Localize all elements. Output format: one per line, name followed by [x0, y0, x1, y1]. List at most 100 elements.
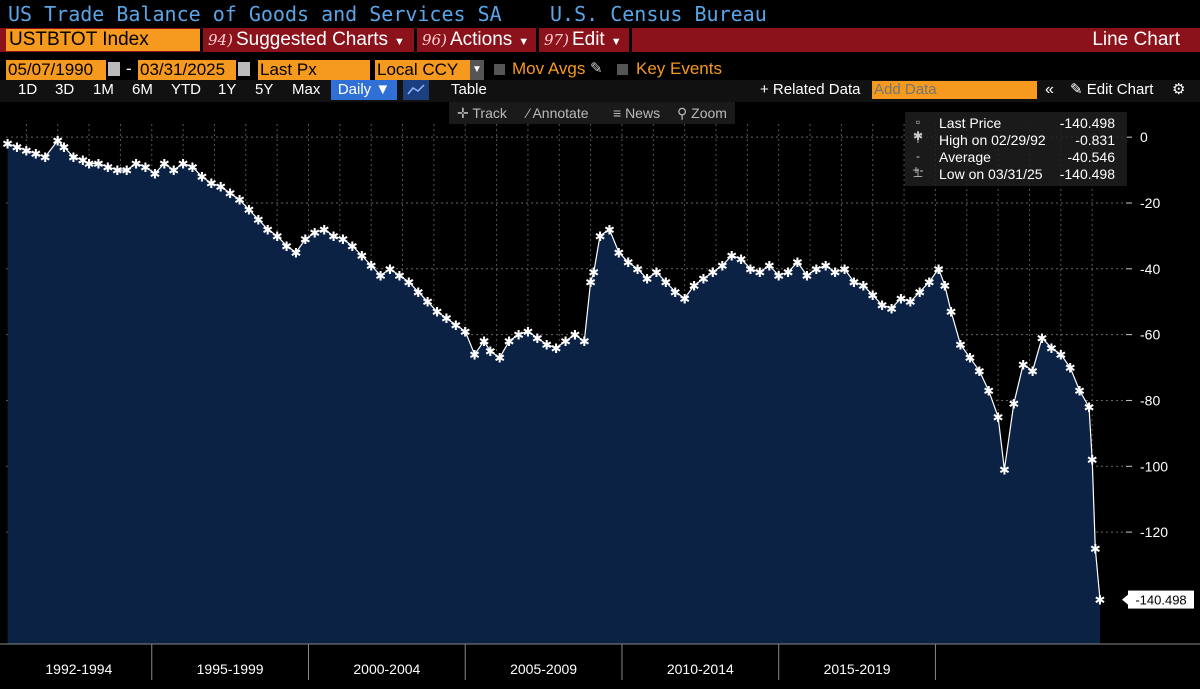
data-point: ✱	[623, 255, 634, 270]
data-source: U.S. Census Bureau	[550, 2, 767, 26]
annotate-tool[interactable]: ⁄ Annotate	[527, 102, 589, 124]
legend-high: ⊤ High on 02/29/92 -0.831	[905, 132, 1127, 149]
data-point: ✱	[159, 156, 170, 171]
pencil-icon[interactable]: ✎	[590, 60, 603, 77]
data-point: ✱	[1095, 593, 1106, 608]
range-button[interactable]: 5Y	[255, 81, 274, 98]
data-point: ✱	[522, 324, 533, 339]
caret-down-icon: ▼	[610, 36, 622, 48]
date-controls: 05/07/1990 - 03/31/2025 Last Px Local CC…	[0, 59, 1200, 81]
legend-value: -140.498	[1059, 115, 1115, 131]
data-point: ✱	[281, 239, 292, 254]
data-point: ✱	[93, 156, 104, 171]
legend-label: Average	[939, 149, 991, 165]
data-point: ✱	[905, 295, 916, 310]
frequency-select[interactable]: Daily ▼	[331, 80, 397, 100]
annotate-icon: ⁄	[527, 105, 530, 121]
menu-bar: USTBTOT Index 94) Suggested Charts ▼ 96) Ac…	[0, 28, 1200, 52]
zoom-label: Zoom	[691, 105, 727, 121]
legend-last-price: ▫ ✱ Last Price -140.498	[905, 115, 1127, 143]
related-data-button[interactable]: + Related Data	[760, 81, 861, 98]
last-price-icon: ▫ ✱	[912, 115, 924, 143]
data-point: ✱	[1018, 357, 1029, 372]
data-point: ✱	[432, 305, 443, 320]
key-events-checkbox[interactable]	[617, 64, 628, 75]
add-data-input[interactable]	[872, 81, 1037, 99]
calendar-icon[interactable]	[108, 62, 120, 76]
data-point: ✱	[1046, 341, 1057, 356]
data-point: ✱	[149, 166, 160, 181]
data-point: ✱	[2, 137, 13, 152]
collapse-chevron-icon[interactable]: «	[1045, 81, 1054, 98]
data-point: ✱	[140, 160, 151, 175]
data-point: ✱	[830, 265, 841, 280]
end-date-field[interactable]: 03/31/2025	[138, 60, 236, 80]
data-point: ✱	[1074, 384, 1085, 399]
edit-chart-button[interactable]: ✎ Edit Chart	[1070, 80, 1153, 100]
data-point: ✱	[689, 278, 700, 293]
actions-button[interactable]: 96) Actions ▼	[422, 28, 529, 52]
currency-select[interactable]: Local CCY	[375, 60, 470, 80]
data-point: ✱	[886, 301, 897, 316]
data-point: ✱	[403, 275, 414, 290]
data-point: ✱	[328, 229, 339, 244]
zoom-tool[interactable]: ⚲ Zoom	[677, 102, 727, 124]
range-button[interactable]: 1Y	[218, 81, 237, 98]
data-point: ✱	[999, 463, 1010, 478]
data-point: ✱	[347, 239, 358, 254]
range-button[interactable]: YTD	[171, 81, 201, 98]
y-tick-label: -40	[1140, 261, 1160, 277]
data-point: ✱	[811, 262, 822, 277]
line-chart-icon[interactable]	[403, 80, 429, 100]
key-events-label: Key Events	[636, 59, 722, 78]
chart-legend[interactable]: ▫ ✱ Last Price -140.498 ⊤ High on 02/29/…	[905, 112, 1127, 186]
range-button[interactable]: Max	[292, 81, 321, 98]
data-point: ✱	[206, 176, 217, 191]
chevron-down-icon[interactable]: ▼	[470, 60, 484, 80]
data-point: ✱	[272, 229, 283, 244]
chart-type-label[interactable]: Line Chart	[1092, 29, 1180, 50]
edit-button[interactable]: 97) Edit ▼	[544, 28, 622, 52]
legend-low: ⊥ Low on 03/31/25 -140.498	[905, 166, 1127, 183]
data-point: ✱	[338, 232, 349, 247]
gear-icon[interactable]: ⚙	[1172, 81, 1186, 98]
data-point: ✱	[613, 245, 624, 260]
data-point: ✱	[243, 203, 254, 218]
mov-avgs-checkbox[interactable]	[494, 64, 505, 75]
track-tool[interactable]: ✛ Track	[457, 102, 507, 124]
data-point: ✱	[12, 140, 23, 155]
ticker-field[interactable]: USTBTOT Index	[6, 29, 200, 51]
calendar-icon[interactable]	[238, 62, 250, 76]
data-point: ✱	[532, 331, 543, 346]
start-date-field[interactable]: 05/07/1990	[6, 60, 106, 80]
range-button[interactable]: 1M	[93, 81, 114, 98]
data-point: ✱	[77, 153, 88, 168]
y-axis: 0 -20 -40 -60 -80 -100 -120	[1126, 129, 1168, 540]
caret-down-icon: ▼	[518, 36, 530, 48]
menu-number: 96)	[422, 31, 447, 49]
range-button[interactable]: 3D	[55, 81, 75, 98]
data-point: ✱	[485, 344, 496, 359]
menu-label: Edit	[571, 29, 605, 50]
data-point: ✱	[168, 163, 179, 178]
range-button[interactable]: 1D	[18, 81, 38, 98]
data-point: ✱	[234, 193, 245, 208]
news-tool[interactable]: ≡ News	[613, 102, 660, 124]
trade-balance-chart[interactable]: ✱✱✱✱✱✱✱✱✱✱✱✱✱✱✱✱✱✱✱✱✱✱✱✱✱✱✱✱✱✱✱✱✱✱✱✱✱✱✱✱…	[0, 124, 1200, 689]
data-point: ✱	[121, 163, 132, 178]
data-point: ✱	[300, 232, 311, 247]
menu-label: Actions	[449, 29, 513, 50]
mov-avgs-label: Mov Avgs	[512, 59, 586, 78]
y-tick-label: -120	[1140, 524, 1168, 540]
table-button[interactable]: Table	[451, 81, 487, 98]
data-point: ✱	[726, 249, 737, 264]
data-point: ✱	[196, 170, 207, 185]
data-point: ✱	[955, 338, 966, 353]
price-field-select[interactable]: Last Px	[258, 60, 370, 80]
data-point: ✱	[560, 334, 571, 349]
range-button[interactable]: 6M	[132, 81, 153, 98]
data-point: ✱	[366, 259, 377, 274]
menu-separator	[200, 28, 203, 52]
data-point: ✱	[585, 275, 596, 290]
suggested-charts-button[interactable]: 94) Suggested Charts ▼	[208, 28, 405, 52]
